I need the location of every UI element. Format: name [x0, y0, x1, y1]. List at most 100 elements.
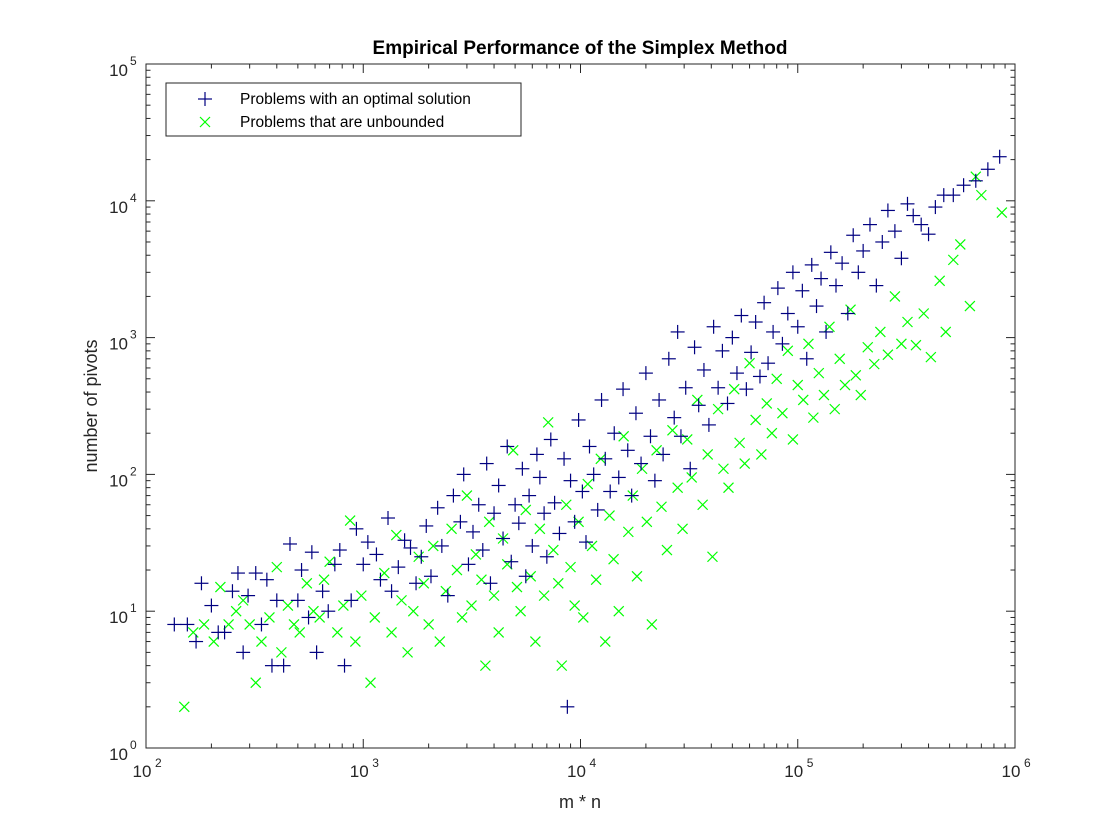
- optimal-solution-point: [511, 516, 526, 531]
- optimal-solution-point: [616, 382, 631, 397]
- unbounded-point: [787, 434, 799, 445]
- optimal-solution-point: [563, 473, 578, 488]
- optimal-solution-point: [301, 610, 316, 625]
- optimal-solution-point: [780, 306, 795, 321]
- optimal-solution-point: [522, 488, 537, 503]
- y-tick-label: 10: [109, 198, 128, 217]
- unbounded-point: [538, 590, 550, 602]
- unbounded-point: [324, 556, 336, 568]
- optimal-solution-point: [729, 366, 744, 381]
- unbounded-point: [934, 275, 946, 287]
- optimal-solution-point: [823, 245, 838, 260]
- unbounded-point: [889, 290, 901, 302]
- x-tick-label-exponent: 3: [372, 756, 379, 770]
- unbounded-point: [223, 619, 235, 630]
- unbounded-point: [214, 581, 226, 593]
- optimal-solution-point: [254, 617, 269, 632]
- unbounded-point: [829, 403, 841, 415]
- optimal-solution-point: [403, 540, 418, 555]
- optimal-solution-point: [552, 526, 567, 541]
- legend-x-marker: [199, 116, 211, 128]
- optimal-solution-point: [652, 392, 667, 407]
- unbounded-point: [178, 701, 190, 713]
- optimal-solution-point: [921, 227, 936, 242]
- optimal-solution-point: [846, 228, 861, 243]
- optimal-solution-point: [547, 495, 562, 510]
- optimal-solution-point: [194, 576, 209, 591]
- unbounded-point: [925, 351, 937, 363]
- unbounded-point: [723, 482, 734, 494]
- optimal-solution-point: [678, 380, 693, 395]
- unbounded-point: [560, 499, 572, 511]
- optimal-solution-point: [785, 265, 800, 280]
- optimal-solution-point: [906, 208, 921, 223]
- optimal-solution-point: [236, 645, 251, 660]
- optimal-solution-point: [518, 569, 533, 584]
- optimal-solution-point: [757, 295, 772, 310]
- unbounded-point: [686, 472, 698, 483]
- optimal-solution-point: [180, 617, 195, 632]
- optimal-solution-point: [761, 356, 776, 371]
- optimal-solution-point: [360, 535, 375, 550]
- optimal-solution-point: [647, 473, 662, 488]
- optimal-solution-point: [409, 576, 424, 591]
- optimal-solution-point: [373, 572, 388, 587]
- legend-plus-marker: [198, 92, 212, 106]
- unbounded-point: [661, 544, 673, 556]
- unbounded-point: [782, 345, 794, 357]
- optimal-solution-point: [276, 658, 291, 673]
- unbounded-point: [479, 660, 491, 672]
- optimal-solution-point: [620, 443, 635, 458]
- unbounded-point: [331, 626, 343, 638]
- unbounded-point: [807, 412, 819, 424]
- unbounded-point: [349, 636, 361, 647]
- optimal-solution-point: [582, 439, 597, 454]
- axis-ticks: 10 2 10 3 10 4 10 5 10 610 010 110 210 310 410 5: [109, 54, 1031, 781]
- unbounded-point: [493, 626, 505, 638]
- unbounded-point: [488, 590, 500, 602]
- unbounded-point: [501, 558, 513, 570]
- x-tick-label-exponent: 6: [1024, 756, 1031, 770]
- optimal-solution-point: [204, 598, 219, 613]
- unbounded-point: [337, 600, 349, 611]
- optimal-solution-point: [508, 497, 523, 512]
- legend-label: Problems that are unbounded: [240, 114, 444, 131]
- optimal-solution-point: [819, 324, 834, 339]
- optimal-solution-point: [835, 256, 850, 271]
- optimal-solution-point: [479, 456, 494, 471]
- y-tick-label: 10: [109, 335, 128, 354]
- optimal-solution-point: [661, 351, 676, 366]
- unbounded-point: [622, 526, 634, 538]
- optimal-solution-point: [744, 345, 759, 360]
- optimal-solution-point: [598, 451, 613, 466]
- unbounded-point: [198, 619, 210, 630]
- unbounded-point: [365, 677, 376, 689]
- unbounded-point: [529, 636, 541, 647]
- optimal-solution-point: [465, 524, 480, 539]
- unbounded-point: [565, 561, 576, 573]
- optimal-solution-point: [968, 173, 983, 188]
- unbounded-point: [792, 379, 804, 391]
- optimal-solution-point: [167, 617, 182, 632]
- optimal-solution-point: [282, 536, 297, 551]
- unbounded-point: [631, 570, 643, 582]
- optimal-solution-point: [189, 634, 204, 649]
- optimal-solution-point: [327, 557, 342, 572]
- optimal-solution-point: [900, 196, 915, 211]
- optimal-solution-point: [795, 283, 810, 298]
- optimal-solution-point: [880, 203, 895, 218]
- optimal-solution-point: [304, 545, 319, 560]
- optimal-solution-point: [956, 178, 971, 193]
- optimal-solution-point: [567, 514, 582, 529]
- optimal-solution-point: [701, 417, 716, 432]
- optimal-solution-point: [315, 584, 330, 599]
- optimal-solution-point: [790, 319, 805, 334]
- unbounded-point: [850, 369, 862, 381]
- unbounded-point: [418, 577, 430, 589]
- data-points: [167, 149, 1008, 714]
- unbounded-point: [902, 316, 913, 328]
- optimal-solution-point: [456, 467, 471, 482]
- unbounded-point: [910, 339, 922, 351]
- unbounded-point: [771, 373, 783, 385]
- y-axis-label: number of pivots: [81, 339, 101, 472]
